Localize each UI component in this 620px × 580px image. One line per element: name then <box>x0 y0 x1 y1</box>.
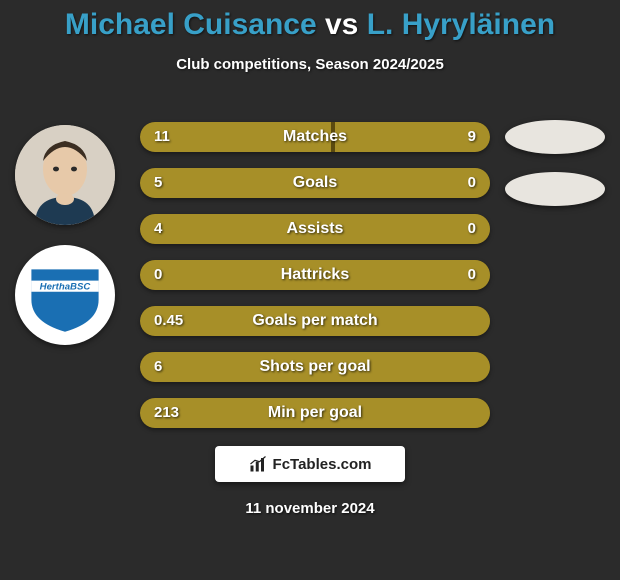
stat-label: Assists <box>140 214 490 244</box>
hertha-badge-svg: HerthaBSC <box>25 255 105 335</box>
date-text: 11 november 2024 <box>0 500 620 517</box>
player1-club-badge: HerthaBSC <box>15 245 115 345</box>
stat-row: 50Goals <box>140 168 490 198</box>
stats-bars: 119Matches 50Goals 40Assists 00Hattricks 0.4… <box>140 122 490 444</box>
comparison-card: Michael Cuisance vs L. Hyryläinen Club c… <box>0 0 620 580</box>
stat-label: Shots per goal <box>140 352 490 382</box>
stat-label: Goals <box>140 168 490 198</box>
stat-label: Min per goal <box>140 398 490 428</box>
left-column: HerthaBSC <box>10 125 120 345</box>
page-title: Michael Cuisance vs L. Hyryläinen <box>0 0 620 42</box>
player2-name: L. Hyryläinen <box>367 8 555 41</box>
stat-label: Hattricks <box>140 260 490 290</box>
player2-club-oval <box>505 172 605 206</box>
player1-avatar <box>15 125 115 225</box>
stat-row: 0.45Goals per match <box>140 306 490 336</box>
stat-label: Matches <box>140 122 490 152</box>
stat-row: 40Assists <box>140 214 490 244</box>
branding-text: FcTables.com <box>273 456 372 473</box>
stat-row: 00Hattricks <box>140 260 490 290</box>
stat-row: 119Matches <box>140 122 490 152</box>
svg-text:HerthaBSC: HerthaBSC <box>40 281 92 292</box>
chart-icon <box>249 455 267 473</box>
player2-avatar-oval <box>505 120 605 154</box>
player1-name: Michael Cuisance <box>65 8 317 41</box>
stat-row: 6Shots per goal <box>140 352 490 382</box>
avatar-placeholder-svg <box>15 125 115 225</box>
stat-row: 213Min per goal <box>140 398 490 428</box>
right-column <box>500 120 610 224</box>
stat-label: Goals per match <box>140 306 490 336</box>
branding-badge: FcTables.com <box>215 446 405 482</box>
subtitle: Club competitions, Season 2024/2025 <box>0 56 620 73</box>
title-vs: vs <box>325 8 358 41</box>
